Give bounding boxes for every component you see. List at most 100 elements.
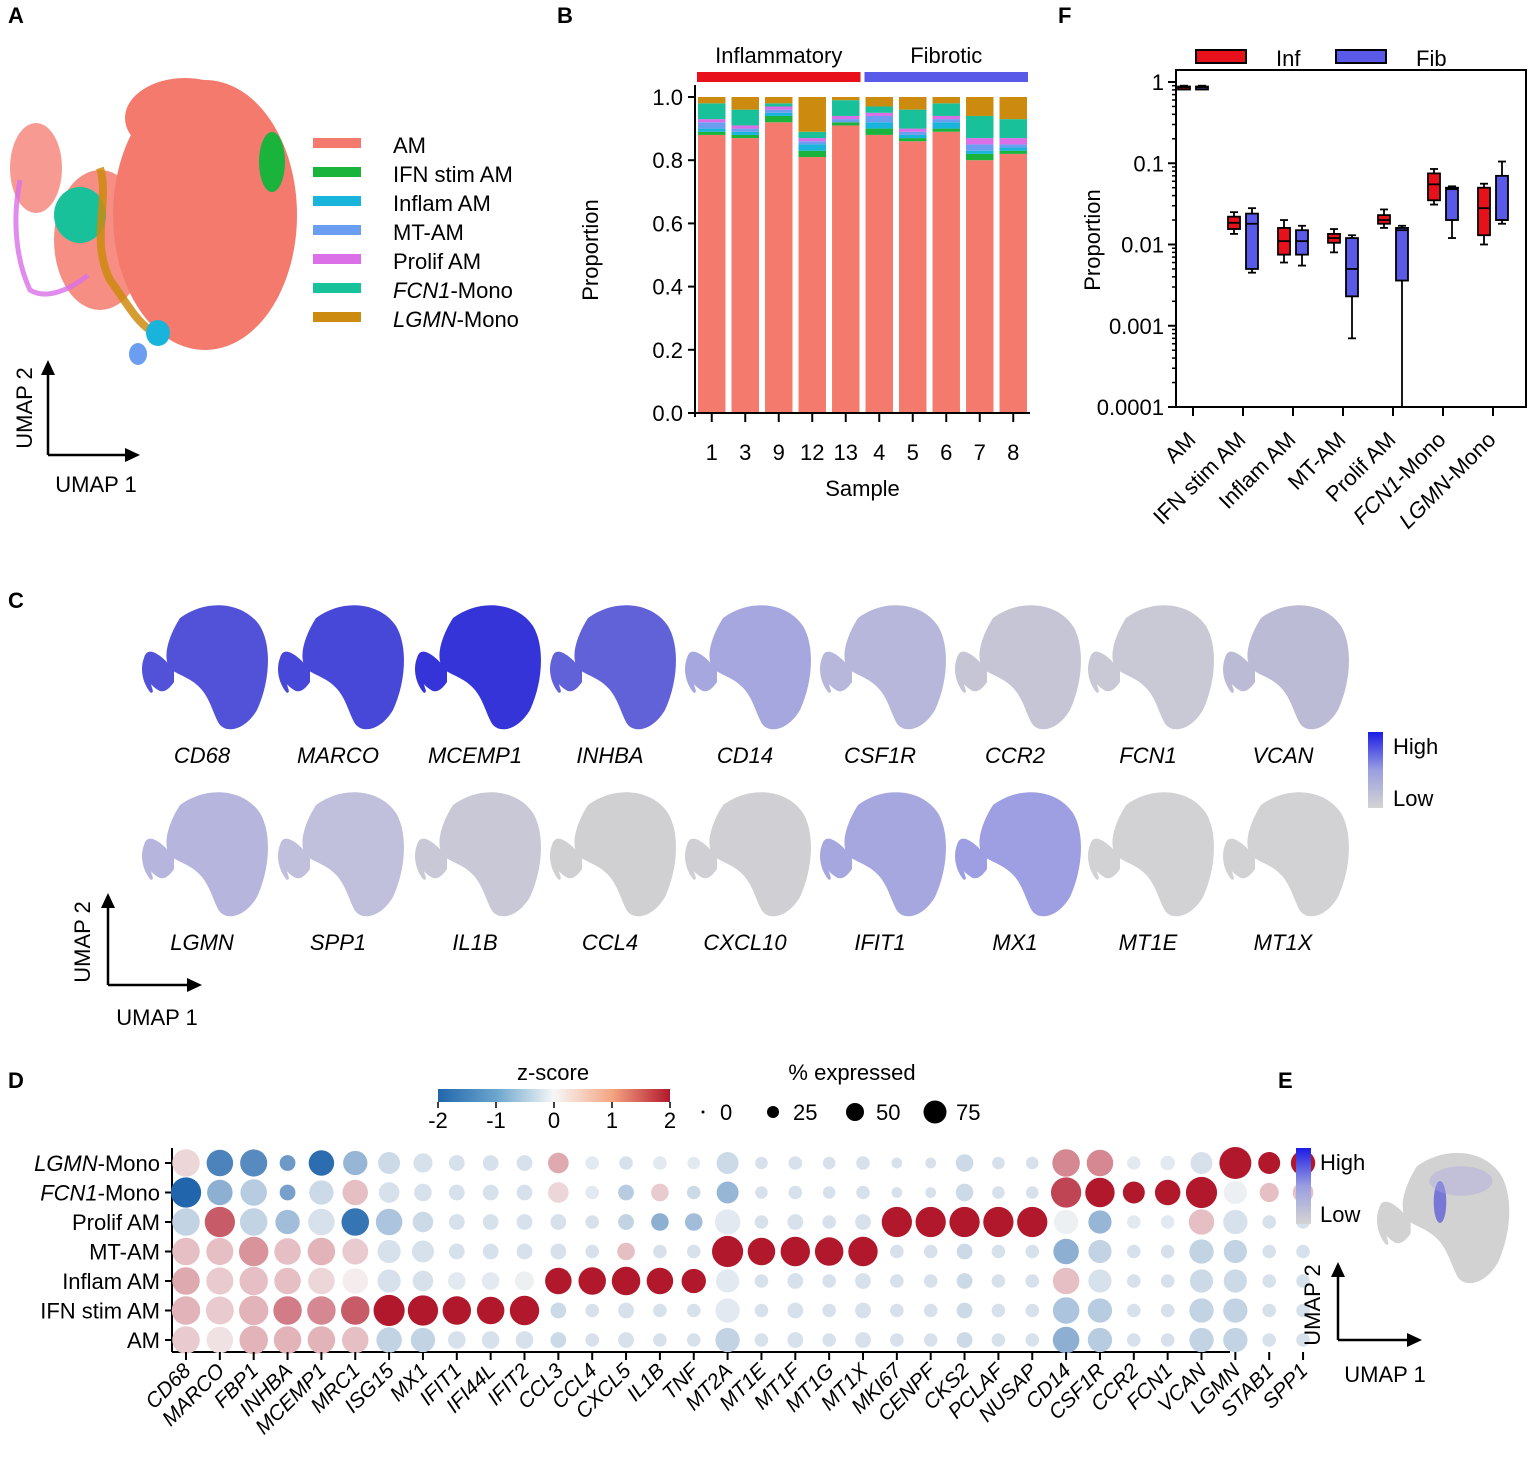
- bar-segment: [899, 97, 927, 110]
- dot: [1190, 1152, 1213, 1174]
- dot: [651, 1183, 669, 1202]
- dot: [343, 1150, 368, 1176]
- umap2-label: UMAP 2: [70, 901, 95, 983]
- x-tick-label: AM: [1160, 427, 1201, 468]
- colorbar-tick-label: -1: [486, 1108, 506, 1133]
- umap-thumb-shape: [1088, 605, 1214, 730]
- legend-swatch: [313, 283, 361, 293]
- dot: [448, 1214, 465, 1230]
- colorbar-tick-label: 2: [664, 1108, 676, 1133]
- gene-label: LGMN: [170, 930, 234, 955]
- dot: [755, 1156, 768, 1170]
- dot: [715, 1298, 740, 1323]
- dot: [1262, 1303, 1277, 1318]
- dot: [1025, 1186, 1039, 1199]
- row-label-rest: -Mono: [98, 1181, 160, 1206]
- dot: [476, 1296, 505, 1325]
- bar-segment: [731, 138, 759, 413]
- umap-thumb-CSF1R: [820, 605, 946, 730]
- dot: [585, 1156, 600, 1170]
- bar-segment: [832, 115, 860, 120]
- panel-label-c: C: [8, 588, 24, 613]
- y-axis-label: Proportion: [1080, 189, 1105, 291]
- dot: [925, 1157, 937, 1169]
- dot: [1262, 1333, 1277, 1347]
- size-legend-label: 75: [956, 1100, 980, 1125]
- dot: [653, 1244, 667, 1259]
- dot: [412, 1270, 434, 1292]
- dot: [308, 1267, 335, 1295]
- gene-label: INHBA: [576, 743, 643, 768]
- dot: [618, 1214, 634, 1230]
- legend-swatch: [313, 312, 361, 322]
- bar-segment: [731, 125, 759, 129]
- dot: [279, 1184, 296, 1201]
- panel-label-d: D: [8, 1068, 24, 1093]
- dot: [822, 1215, 836, 1229]
- x-axis-label: Sample: [825, 476, 900, 501]
- dot: [1088, 1210, 1112, 1234]
- panel-e: E High Low UMAP 2 UMAP 1: [1278, 1068, 1510, 1387]
- dot: [855, 1332, 871, 1348]
- dot: [755, 1186, 768, 1199]
- dot: [206, 1326, 234, 1354]
- dot: [788, 1156, 803, 1170]
- dot: [550, 1243, 567, 1260]
- dot: [619, 1156, 633, 1170]
- umap-thumb-LGMN: [142, 792, 268, 917]
- legend-swatch: [313, 196, 361, 206]
- dot: [585, 1185, 600, 1200]
- colorbar-high-label: High: [1393, 734, 1438, 759]
- dot: [172, 1208, 200, 1236]
- dot: [1296, 1333, 1310, 1347]
- dot: [274, 1267, 301, 1295]
- dot: [949, 1206, 980, 1238]
- dot: [206, 1267, 234, 1295]
- dot: [1053, 1238, 1079, 1265]
- x-tick-label-rest: -Mono: [1439, 427, 1501, 489]
- dot: [822, 1333, 836, 1347]
- bar-segment: [798, 97, 826, 132]
- umap-thumb-VCAN: [1223, 605, 1349, 730]
- legend-label: Inflam AM: [393, 191, 491, 216]
- dot: [991, 1274, 1006, 1288]
- colorbar-tick-label: -2: [428, 1108, 448, 1133]
- x-tick-label: 12: [800, 440, 824, 465]
- bar-segment: [999, 144, 1027, 148]
- dot: [955, 1154, 974, 1172]
- dot: [171, 1296, 201, 1325]
- umap-thumb-shape: [415, 605, 541, 730]
- dot: [1025, 1303, 1040, 1318]
- umap-e-highlight: [1433, 1181, 1447, 1223]
- legend-label: IFN stim AM: [393, 162, 513, 187]
- dot: [855, 1273, 871, 1289]
- dot: [1296, 1303, 1310, 1318]
- dot: [1223, 1327, 1248, 1353]
- bar-segment: [932, 97, 960, 104]
- plot-frame: [1175, 69, 1527, 408]
- dot: [890, 1333, 904, 1347]
- dot: [1122, 1181, 1145, 1204]
- dot: [548, 1182, 569, 1203]
- dot: [585, 1244, 600, 1259]
- dot: [956, 1302, 973, 1319]
- umap-axes-c: UMAP 2 UMAP 1: [70, 893, 202, 1030]
- dot: [378, 1152, 401, 1174]
- bar-segment: [899, 141, 927, 414]
- dot: [172, 1149, 200, 1177]
- cluster-fcn1-mono: [54, 187, 106, 243]
- bar-segment: [832, 125, 860, 413]
- y-axis-label: Proportion: [578, 199, 603, 301]
- dot: [274, 1238, 301, 1265]
- dot: [1223, 1298, 1248, 1323]
- y-tick-label: 0.0001: [1097, 395, 1164, 420]
- dot: [684, 1213, 703, 1231]
- cluster-lgmn-mono: [96, 166, 153, 334]
- bar-segment: [731, 109, 759, 126]
- umap-thumb-shape: [1223, 605, 1349, 730]
- dot: [1296, 1274, 1310, 1288]
- dot: [1188, 1209, 1215, 1235]
- row-label: IFN stim AM: [40, 1299, 160, 1324]
